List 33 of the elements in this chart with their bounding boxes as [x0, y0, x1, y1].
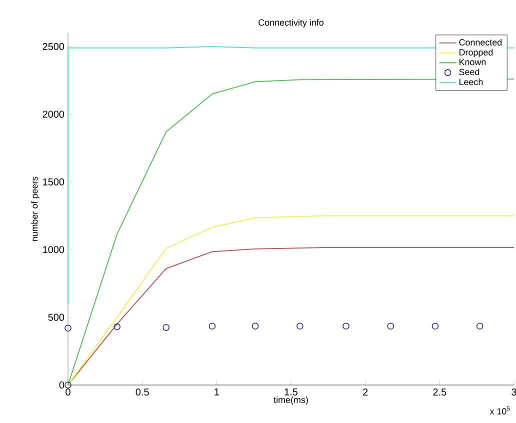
point [208, 322, 216, 330]
point [342, 322, 350, 330]
x-axis-title: time(ms) [274, 396, 308, 405]
point [252, 322, 259, 330]
y-tick-label: 1000 [43, 246, 64, 254]
point [387, 322, 394, 330]
text: x 10$^{5}$ [490, 406, 510, 414]
x-tick-label: 2 [363, 388, 368, 396]
x-tick-label: 2.5 [433, 388, 446, 396]
y-tick-label: 1500 [43, 178, 64, 186]
point [64, 324, 72, 332]
x-tick-label: 1.5 [284, 388, 298, 396]
chart-title: Connectivity info [258, 19, 324, 28]
y-tick-label: 2500 [42, 43, 64, 50]
legend-label: Dropped [459, 48, 493, 58]
point [432, 322, 439, 330]
legend-label: Connected [459, 38, 502, 46]
point [162, 324, 170, 331]
y-tick-label: 2000 [42, 110, 64, 118]
y-axis-title: number of peers [31, 176, 40, 242]
y-tick-label: 500 [48, 314, 64, 321]
x-tick-label: 1 [214, 388, 219, 396]
point [114, 323, 120, 330]
point [476, 322, 484, 330]
x-tick-label: 0.5 [136, 388, 149, 396]
y-tick-label: 0 [59, 381, 64, 389]
point [64, 382, 72, 388]
legend-label: Seed [459, 68, 480, 76]
x-tick-label: 3 [512, 388, 516, 396]
x-tick-label: 0 [66, 388, 70, 396]
legend-label: Known [459, 58, 486, 66]
point [296, 322, 304, 330]
legend-label: Leech [459, 78, 483, 86]
